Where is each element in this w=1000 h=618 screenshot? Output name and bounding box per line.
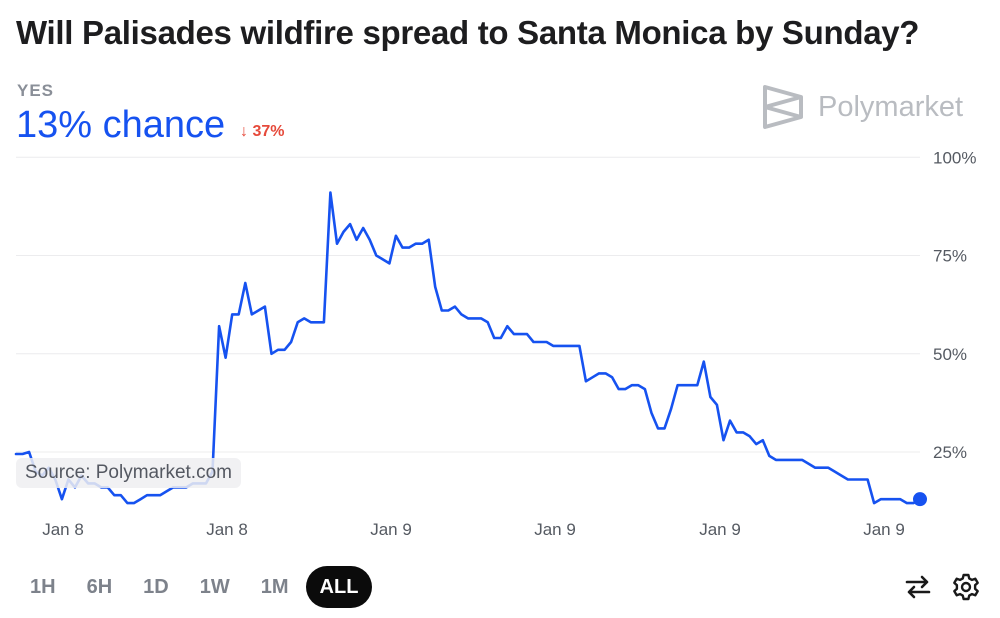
timeframe-1m[interactable]: 1M (260, 576, 289, 598)
polymarket-logo-icon (763, 85, 803, 129)
arrow-down-icon: ↓ (240, 123, 248, 140)
current-point-marker (913, 492, 927, 507)
timeframe-6h[interactable]: 6H (86, 576, 113, 598)
source-label: Source: Polymarket.com (16, 458, 241, 488)
y-tick-label: 100% (933, 150, 976, 167)
timeframe-all[interactable]: ALL (305, 566, 373, 608)
y-tick-label: 25% (933, 443, 967, 462)
change-badge: ↓ 37% (240, 123, 284, 141)
timeframe-1h[interactable]: 1H (30, 576, 56, 598)
x-tick-label: Jan 9 (699, 520, 741, 539)
outcome-label: YES (17, 81, 55, 100)
x-tick-label: Jan 9 (370, 520, 412, 539)
x-tick-label: Jan 9 (534, 520, 576, 539)
timeframe-1d[interactable]: 1D (143, 576, 169, 598)
price-chart: 25% 50% 75% 100% Jan 8 Jan 8 Jan 9 Jan 9 Jan 9 Ja… (14, 150, 976, 539)
x-tick-label: Jan 8 (206, 520, 248, 539)
swap-icon[interactable] (903, 572, 933, 602)
brand-name: Polymarket (818, 90, 964, 123)
page-title: Will Palisades wildfire spread to Santa … (16, 14, 920, 51)
brand-logo: Polymarket (762, 84, 963, 130)
change-value: 37% (252, 123, 285, 140)
x-tick-label: Jan 9 (863, 520, 905, 539)
timeframe-selector: 1H 6H 1D 1W 1M ALL (16, 566, 375, 608)
x-tick-label: Jan 8 (42, 520, 84, 539)
price-line (14, 191, 922, 505)
chance-value: 13% chance (16, 104, 226, 146)
y-tick-label: 50% (933, 345, 967, 364)
timeframe-1w[interactable]: 1W (199, 576, 230, 598)
y-tick-label: 75% (933, 247, 967, 266)
gear-icon[interactable] (951, 572, 981, 602)
